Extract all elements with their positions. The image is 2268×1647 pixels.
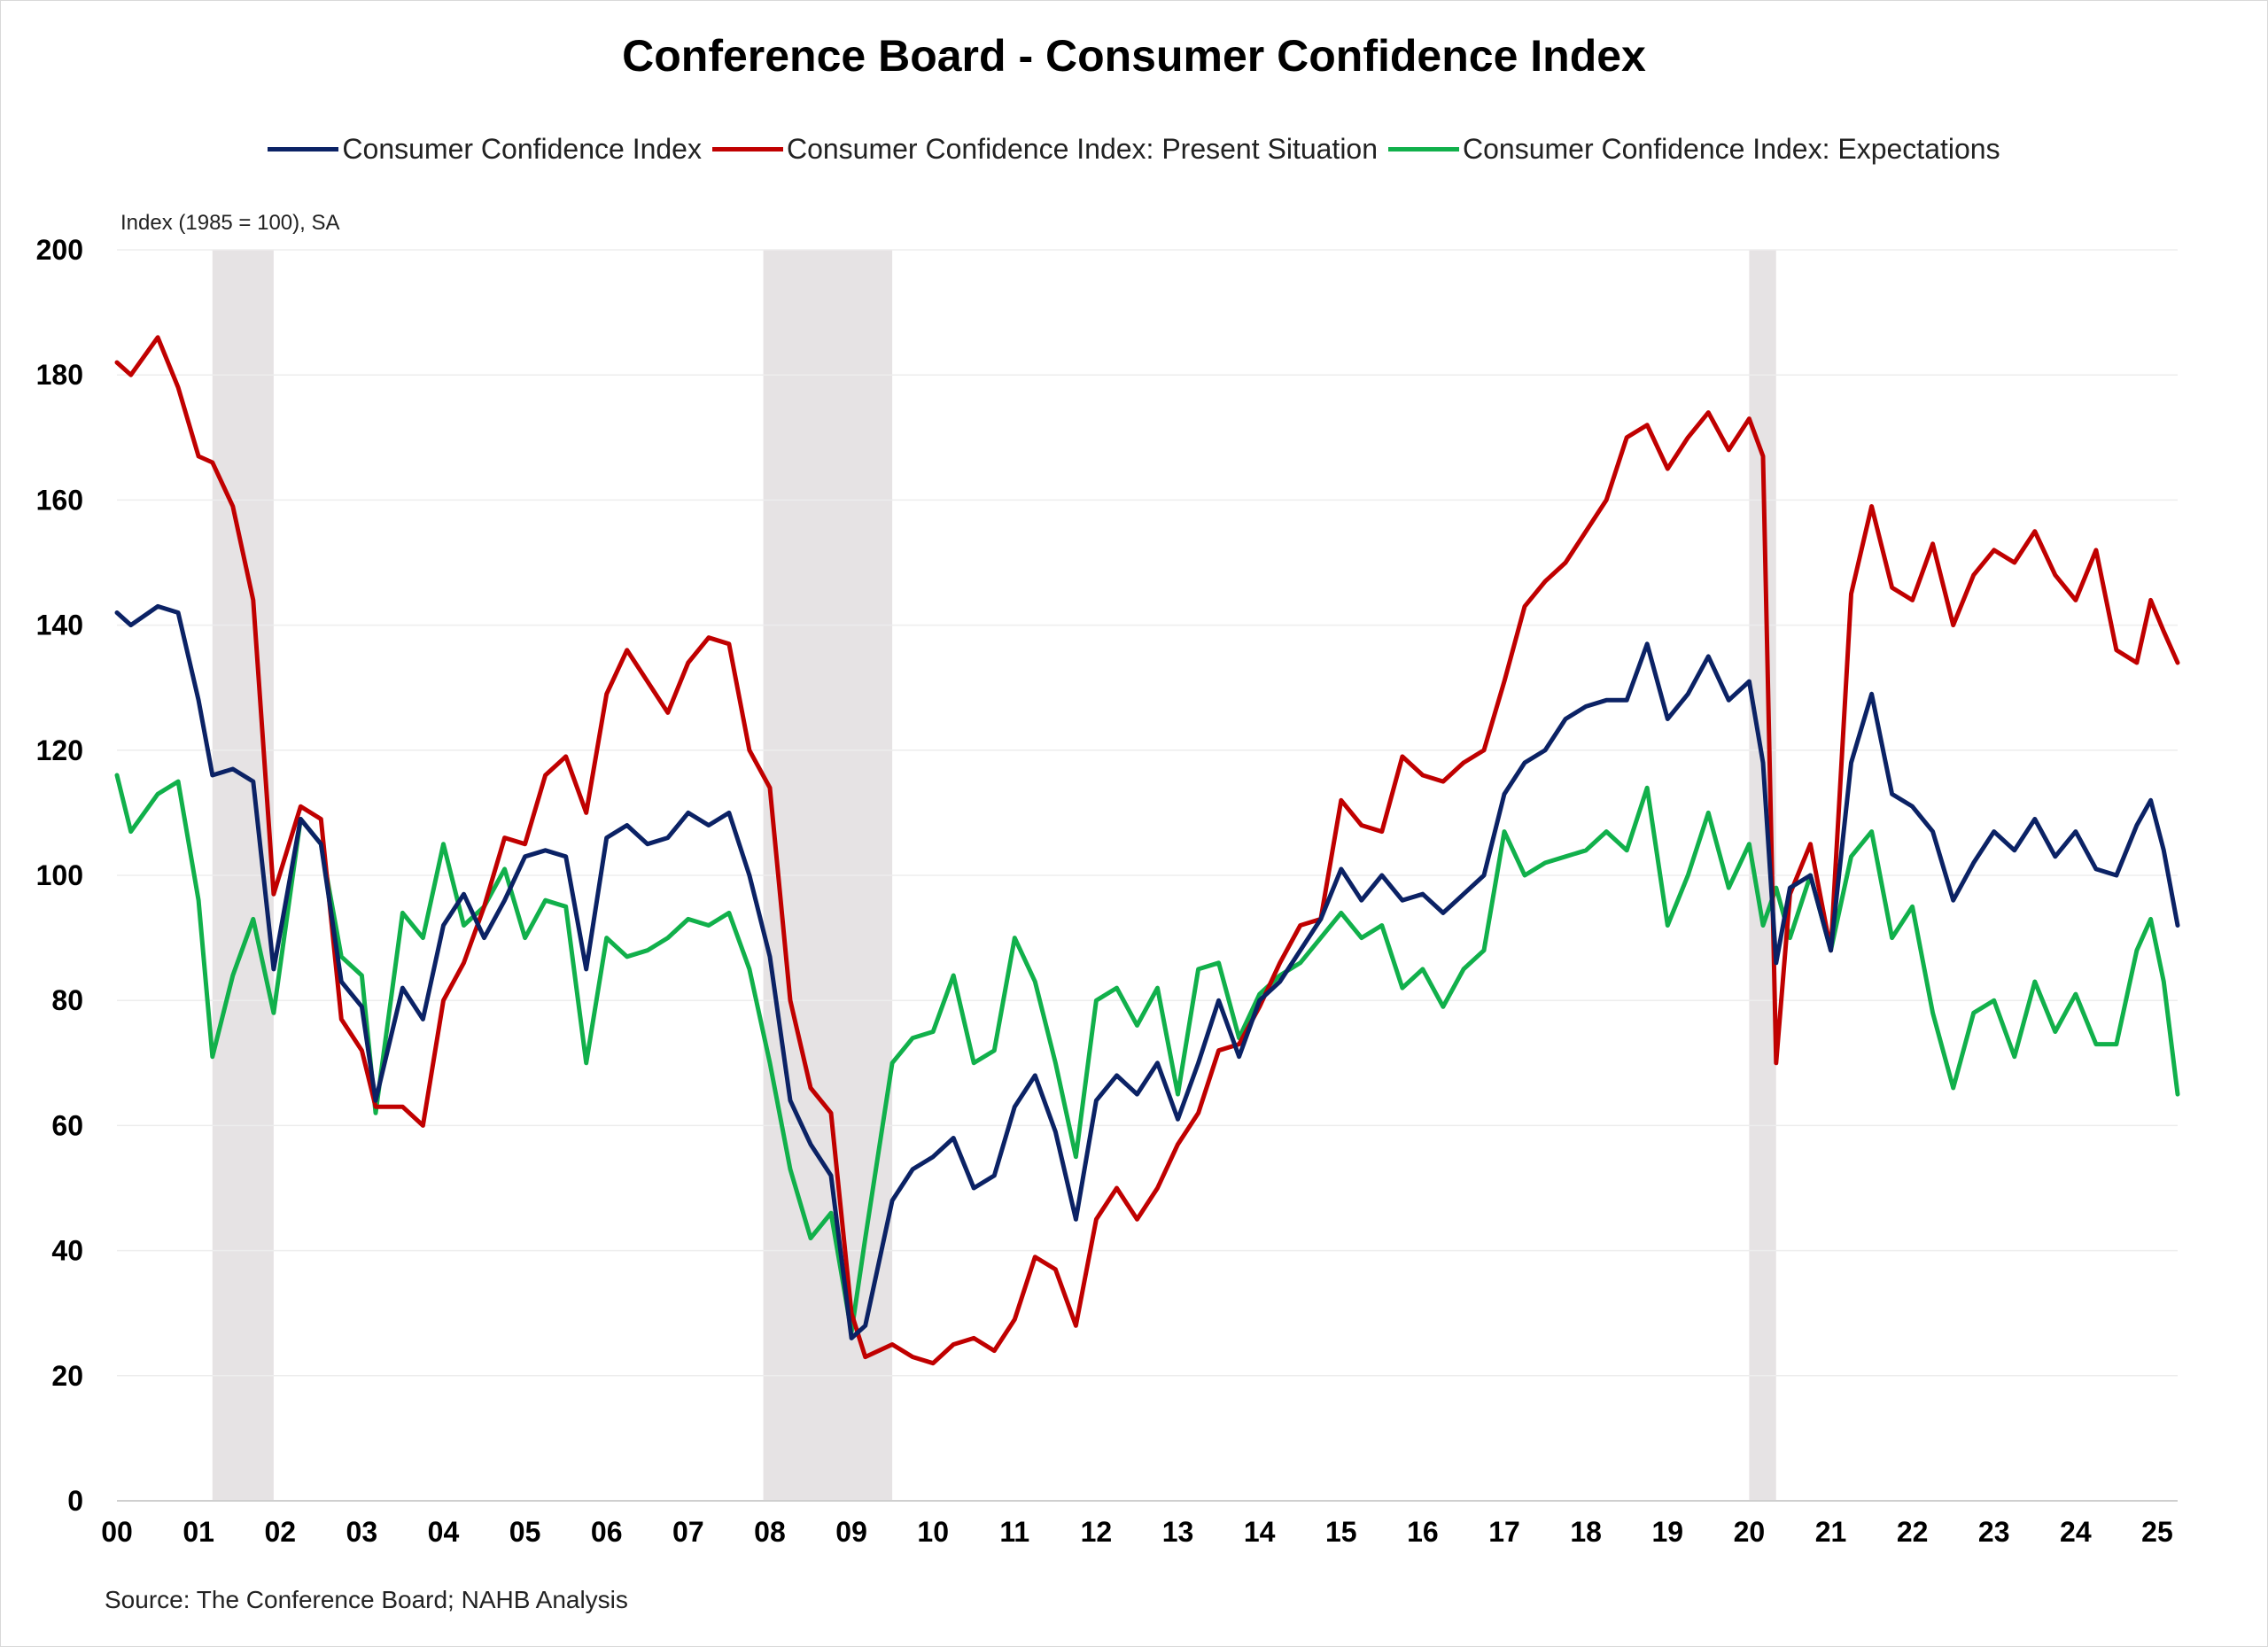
y-tick-label-140: 140 — [36, 610, 83, 641]
x-tick-label-05: 05 — [509, 1516, 541, 1548]
chart-title: Conference Board - Consumer Confidence I… — [622, 31, 1646, 81]
y-tick-label-120: 120 — [36, 734, 83, 766]
legend-label-cci: Consumer Confidence Index — [342, 133, 702, 165]
x-tick-label-20: 20 — [1734, 1516, 1766, 1548]
legend-label-expectations: Consumer Confidence Index: Expectations — [1463, 133, 2000, 165]
source-note: Source: The Conference Board; NAHB Analy… — [105, 1586, 628, 1613]
y-tick-label-60: 60 — [51, 1109, 83, 1141]
y-tick-label-20: 20 — [51, 1360, 83, 1392]
x-tick-label-07: 07 — [672, 1516, 704, 1548]
x-tick-label-11: 11 — [999, 1516, 1029, 1548]
x-tick-label-15: 15 — [1325, 1516, 1357, 1548]
x-tick-label-17: 17 — [1488, 1516, 1520, 1548]
x-tick-label-09: 09 — [835, 1516, 867, 1548]
series-lines — [114, 335, 2180, 1366]
x-tick-label-24: 24 — [2060, 1516, 2092, 1548]
y-tick-label-80: 80 — [51, 984, 83, 1016]
x-tick-label-12: 12 — [1081, 1516, 1113, 1548]
y-tick-label-160: 160 — [36, 484, 83, 516]
x-tick-label-23: 23 — [1978, 1516, 2010, 1548]
x-tick-label-03: 03 — [346, 1516, 378, 1548]
legend-item-present-situation: Consumer Confidence Index: Present Situa… — [711, 133, 1379, 166]
x-tick-label-25: 25 — [2141, 1516, 2173, 1548]
x-tick-label-13: 13 — [1162, 1516, 1194, 1548]
x-tick-label-06: 06 — [591, 1516, 623, 1548]
x-tick-label-19: 19 — [1651, 1516, 1683, 1548]
x-tick-label-18: 18 — [1570, 1516, 1602, 1548]
x-tick-label-10: 10 — [917, 1516, 949, 1548]
x-tick-label-14: 14 — [1244, 1516, 1276, 1548]
x-tick-label-16: 16 — [1407, 1516, 1439, 1548]
series-line-expectations — [114, 773, 2180, 1334]
legend-swatch-cci — [268, 147, 339, 151]
legend-label-present-situation: Consumer Confidence Index: Present Situa… — [786, 133, 1379, 165]
y-tick-label-180: 180 — [36, 359, 83, 391]
y-tick-label-0: 0 — [67, 1485, 83, 1517]
x-tick-label-08: 08 — [754, 1516, 786, 1548]
x-tick-label-02: 02 — [264, 1516, 296, 1548]
gridlines — [117, 249, 2178, 1377]
series-line-present-situation — [114, 335, 2180, 1366]
x-tick-label-21: 21 — [1815, 1516, 1847, 1548]
legend-item-cci: Consumer Confidence Index — [268, 133, 702, 166]
x-axis-ticks: 00 01 02 03 04 05 06 07 08 09 10 11 12 13 14 15 16 17 18 19… — [101, 1516, 2173, 1548]
legend-swatch-present-situation — [711, 147, 783, 151]
series-line-cci — [114, 603, 2180, 1340]
legend-item-expectations: Consumer Confidence Index: Expectations — [1388, 133, 2000, 166]
legend-swatch-expectations — [1388, 147, 1460, 151]
x-tick-label-04: 04 — [428, 1516, 460, 1548]
x-tick-label-01: 01 — [183, 1516, 214, 1548]
y-axis-ticks: 0 20 40 60 80 100 120 140 160 180 200 — [36, 234, 83, 1517]
y-tick-label-200: 200 — [36, 234, 83, 266]
x-tick-label-00: 00 — [101, 1516, 133, 1548]
legend: Consumer Confidence Index Consumer Confi… — [0, 133, 2268, 166]
y-tick-label-40: 40 — [51, 1235, 83, 1267]
x-tick-label-22: 22 — [1897, 1516, 1929, 1548]
y-tick-label-100: 100 — [36, 859, 83, 891]
y-axis-unit-label: Index (1985 = 100), SA — [120, 211, 340, 235]
